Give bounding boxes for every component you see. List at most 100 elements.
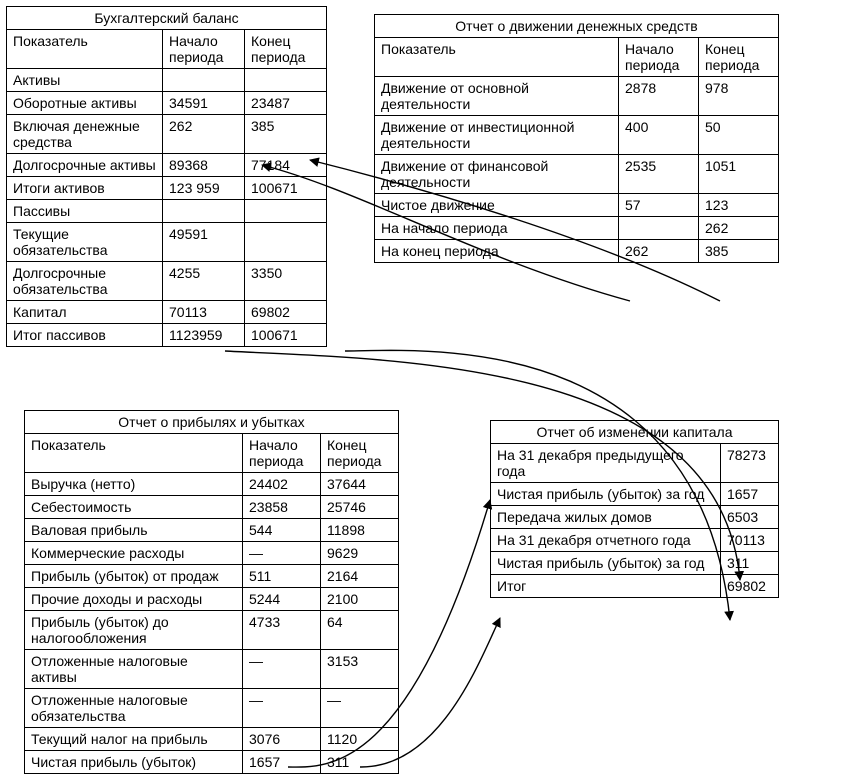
table-cell: 4255 xyxy=(163,262,245,301)
table-cell: Движение от основной деятельности xyxy=(375,77,619,116)
table-cell: Капитал xyxy=(7,301,163,324)
balance-header-1: Начало периода xyxy=(163,30,245,69)
table-cell: 1657 xyxy=(243,751,321,774)
table-row: Валовая прибыль54411898 xyxy=(25,519,399,542)
table-cell: 385 xyxy=(699,240,779,263)
table-cell: 2878 xyxy=(619,77,699,116)
table-cell xyxy=(245,223,327,262)
table-cell xyxy=(245,200,327,223)
table-row: Чистая прибыль (убыток) за год1657 xyxy=(491,483,779,506)
table-cell: Долгосрочные обязательства xyxy=(7,262,163,301)
table-cell: Итог пассивов xyxy=(7,324,163,347)
equity-table: Отчет об изменении капитала На 31 декабр… xyxy=(490,420,779,598)
table-cell: Долгосрочные активы xyxy=(7,154,163,177)
balance-title: Бухгалтерский баланс xyxy=(7,7,327,30)
table-cell: Пассивы xyxy=(7,200,163,223)
cashflow-header-1: Начало периода xyxy=(619,38,699,77)
table-cell: — xyxy=(243,650,321,689)
table-cell: Прочие доходы и расходы xyxy=(25,588,243,611)
table-cell: Себестоимость xyxy=(25,496,243,519)
table-cell: 89368 xyxy=(163,154,245,177)
pnl-header-0: Показатель xyxy=(25,434,243,473)
table-cell xyxy=(619,217,699,240)
balance-header-2: Конец периода xyxy=(245,30,327,69)
table-row: На конец периода262385 xyxy=(375,240,779,263)
table-cell: 123 xyxy=(699,194,779,217)
cashflow-table: Отчет о движении денежных средств Показа… xyxy=(374,14,779,263)
table-cell: 1657 xyxy=(721,483,779,506)
table-row: Отложенные налоговые обязательства—— xyxy=(25,689,399,728)
table-row: Себестоимость2385825746 xyxy=(25,496,399,519)
table-cell: — xyxy=(243,689,321,728)
table-row: Итоги активов123 959100671 xyxy=(7,177,327,200)
table-cell: 400 xyxy=(619,116,699,155)
table-row: Чистая прибыль (убыток) за год311 xyxy=(491,552,779,575)
table-cell: Отложенные налоговые активы xyxy=(25,650,243,689)
pnl-table: Отчет о прибылях и убытках Показатель На… xyxy=(24,410,399,774)
table-cell: Валовая прибыль xyxy=(25,519,243,542)
table-row: Движение от основной деятельности2878978 xyxy=(375,77,779,116)
table-row: На 31 декабря отчетного года70113 xyxy=(491,529,779,552)
table-row: Отложенные налоговые активы—3153 xyxy=(25,650,399,689)
table-cell: — xyxy=(321,689,399,728)
table-cell: 23858 xyxy=(243,496,321,519)
table-cell: Текущий налог на прибыль xyxy=(25,728,243,751)
table-cell: На начало периода xyxy=(375,217,619,240)
table-row: Итог пассивов1123959100671 xyxy=(7,324,327,347)
table-row: Прибыль (убыток) до налогообложения47336… xyxy=(25,611,399,650)
table-row: Текущий налог на прибыль30761120 xyxy=(25,728,399,751)
table-cell: 978 xyxy=(699,77,779,116)
table-cell: 3350 xyxy=(245,262,327,301)
table-cell: Движение от инвестиционной деятельности xyxy=(375,116,619,155)
table-cell: Активы xyxy=(7,69,163,92)
table-cell: 1120 xyxy=(321,728,399,751)
table-cell: Чистая прибыль (убыток) за год xyxy=(491,483,721,506)
table-cell: 6503 xyxy=(721,506,779,529)
cashflow-header-0: Показатель xyxy=(375,38,619,77)
table-cell: Отложенные налоговые обязательства xyxy=(25,689,243,728)
table-cell: 511 xyxy=(243,565,321,588)
table-row: Передача жилых домов6503 xyxy=(491,506,779,529)
table-cell: 70113 xyxy=(721,529,779,552)
table-row: Итог69802 xyxy=(491,575,779,598)
table-cell: Чистая прибыль (убыток) за год xyxy=(491,552,721,575)
table-cell: 3153 xyxy=(321,650,399,689)
table-cell: На 31 декабря предыдущего года xyxy=(491,444,721,483)
table-cell: На 31 декабря отчетного года xyxy=(491,529,721,552)
table-cell: 544 xyxy=(243,519,321,542)
table-cell: 123 959 xyxy=(163,177,245,200)
table-row: На начало периода 262 xyxy=(375,217,779,240)
table-cell: 70113 xyxy=(163,301,245,324)
table-cell: 2164 xyxy=(321,565,399,588)
table-row: Пассивы xyxy=(7,200,327,223)
table-row: На 31 декабря предыдущего года78273 xyxy=(491,444,779,483)
table-cell: Прибыль (убыток) от продаж xyxy=(25,565,243,588)
table-row: Чистое движение57123 xyxy=(375,194,779,217)
table-cell: 64 xyxy=(321,611,399,650)
table-row: Движение от инвестиционной деятельности4… xyxy=(375,116,779,155)
table-cell: Передача жилых домов xyxy=(491,506,721,529)
table-cell: 9629 xyxy=(321,542,399,565)
table-row: Включая денежные средства262385 xyxy=(7,115,327,154)
table-cell: 262 xyxy=(699,217,779,240)
table-row: Текущие обязательства49591 xyxy=(7,223,327,262)
table-row: Чистая прибыль (убыток)1657311 xyxy=(25,751,399,774)
table-cell: 5244 xyxy=(243,588,321,611)
table-cell: 1051 xyxy=(699,155,779,194)
table-cell: 311 xyxy=(721,552,779,575)
table-cell: 34591 xyxy=(163,92,245,115)
table-row: Движение от финансовой деятельности25351… xyxy=(375,155,779,194)
table-cell: 2100 xyxy=(321,588,399,611)
table-cell: 100671 xyxy=(245,177,327,200)
pnl-header-2: Конец периода xyxy=(321,434,399,473)
table-cell: Текущие обязательства xyxy=(7,223,163,262)
table-cell xyxy=(163,200,245,223)
cashflow-title: Отчет о движении денежных средств xyxy=(375,15,779,38)
table-cell: Оборотные активы xyxy=(7,92,163,115)
table-row: Долгосрочные активы8936877184 xyxy=(7,154,327,177)
table-cell xyxy=(163,69,245,92)
table-cell: — xyxy=(243,542,321,565)
table-cell: Итоги активов xyxy=(7,177,163,200)
table-cell: 78273 xyxy=(721,444,779,483)
table-cell: 24402 xyxy=(243,473,321,496)
